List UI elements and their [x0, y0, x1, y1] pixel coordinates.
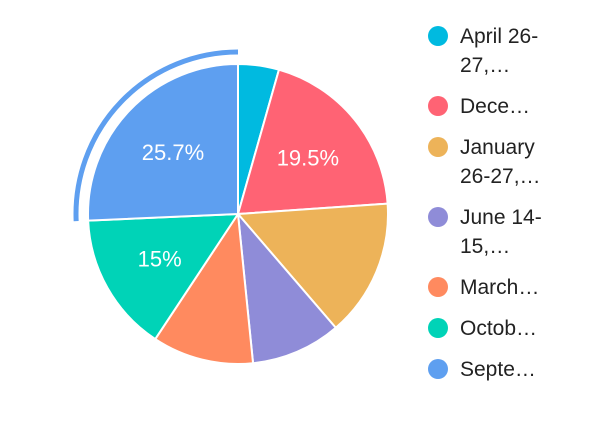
pie-slice-3[interactable]	[236, 210, 338, 365]
highlight-arc	[73, 49, 239, 222]
legend-swatch	[428, 26, 448, 46]
slice-data-label-1: 19.5%	[277, 145, 339, 170]
slice-data-label-5: 15%	[138, 246, 182, 271]
legend-item-0[interactable]: April 26-27,…	[428, 22, 608, 80]
pie-slice-6[interactable]	[87, 62, 239, 222]
slice-data-label-6: 25.7%	[142, 140, 204, 165]
legend-label: June 14-15,…	[460, 206, 542, 258]
pie-slice-5[interactable]	[87, 212, 240, 341]
legend-label: March…	[460, 276, 540, 299]
pie-slice-4[interactable]	[153, 211, 255, 365]
legend-swatch	[428, 277, 448, 297]
legend-swatch	[428, 207, 448, 227]
legend-item-5[interactable]: Octob…	[428, 314, 608, 343]
legend-swatch	[428, 96, 448, 116]
legend-label: Septe…	[460, 358, 536, 381]
pie-slice-1[interactable]	[236, 68, 389, 216]
legend-label: Dece…	[460, 95, 531, 118]
legend-label: April 26-27,…	[460, 25, 539, 77]
pie-slice-2[interactable]	[235, 202, 389, 330]
legend-swatch	[428, 318, 448, 338]
legend: April 26-27,… Dece… January 26-27,… June 14…	[428, 22, 608, 396]
legend-label: Octob…	[460, 317, 538, 340]
legend-label: January 26-27,…	[460, 136, 541, 188]
legend-item-1[interactable]: Dece…	[428, 92, 608, 121]
legend-item-2[interactable]: January 26-27,…	[428, 133, 608, 191]
legend-item-4[interactable]: March…	[428, 273, 608, 302]
legend-item-3[interactable]: June 14-15,…	[428, 203, 608, 261]
legend-swatch	[428, 359, 448, 379]
legend-item-6[interactable]: Septe…	[428, 355, 608, 384]
legend-swatch	[428, 137, 448, 157]
